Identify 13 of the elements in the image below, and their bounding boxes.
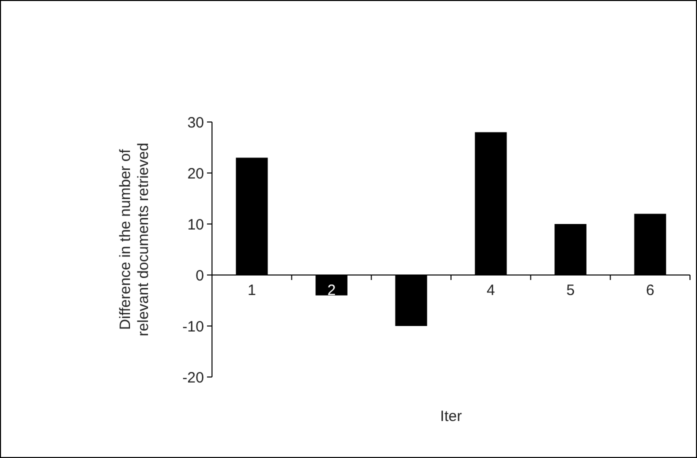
x-tick-label: 1 <box>248 282 256 299</box>
y-tick-label: 20 <box>187 165 204 182</box>
x-tick-label: 4 <box>486 282 496 299</box>
y-tick-label: -10 <box>182 318 204 336</box>
x-tick-label: 2 <box>327 282 336 299</box>
y-tick-label: 30 <box>187 114 204 132</box>
y-tick-label: 0 <box>196 267 204 284</box>
x-axis-title: Iter <box>440 408 462 425</box>
y-axis-title: Difference in the number of relevant documents retrieved <box>117 142 152 336</box>
x-tick-label: 5 <box>566 282 575 299</box>
x-tick-label: 6 <box>646 282 654 299</box>
y-tick-label: -20 <box>182 369 204 386</box>
y-tick-label: 10 <box>187 216 204 234</box>
